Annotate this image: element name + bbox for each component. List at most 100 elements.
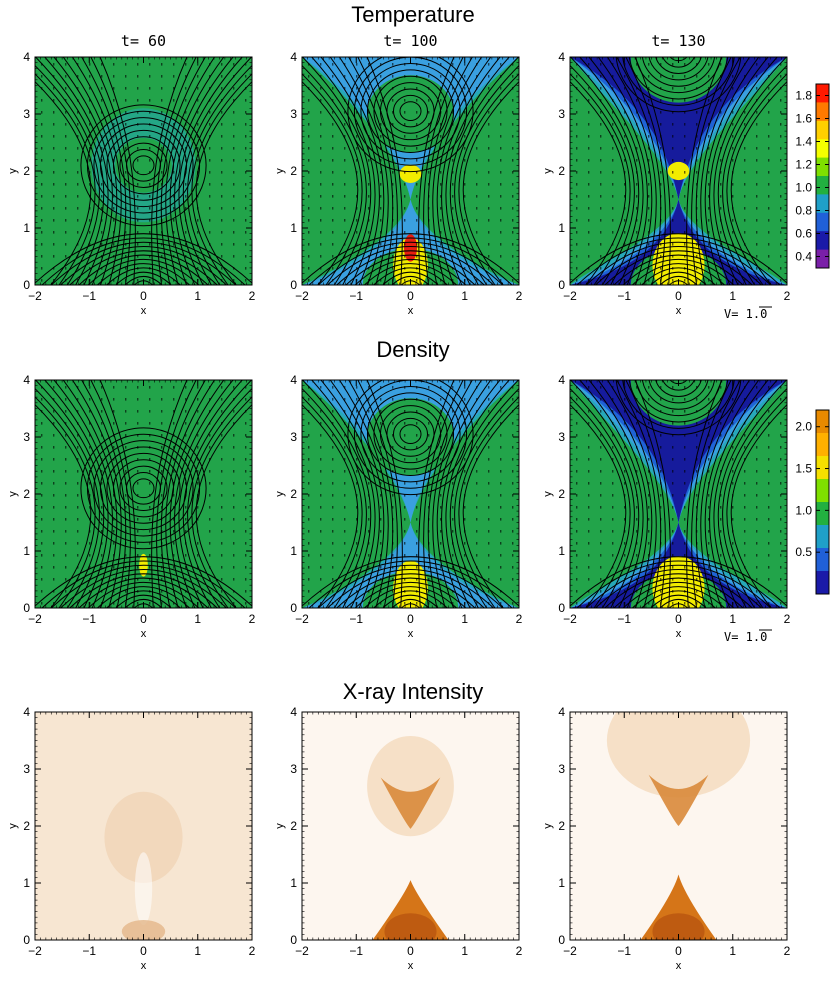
y-tick-label: 1 — [23, 544, 30, 558]
field-line — [195, 404, 252, 608]
velocity-arrow — [197, 75, 199, 78]
colorbar-1: 2.01.51.00.5 — [795, 409, 830, 595]
velocity-arrow — [149, 183, 151, 186]
velocity-arrow — [101, 87, 103, 90]
velocity-arrow — [344, 578, 346, 581]
velocity-arrow — [672, 554, 674, 557]
velocity-arrow — [368, 111, 370, 114]
velocity-arrow — [89, 207, 91, 210]
velocity-arrow — [488, 434, 490, 437]
velocity-arrow — [344, 147, 346, 150]
velocity-arrow — [732, 458, 734, 461]
velocity-arrow — [245, 267, 247, 270]
velocity-arrow — [101, 530, 103, 533]
velocity-arrow — [308, 506, 310, 509]
velocity-arrow — [380, 482, 382, 485]
velocity-arrow — [161, 554, 163, 557]
velocity-arrow — [708, 530, 710, 533]
velocity-arrow — [308, 171, 310, 174]
velocity-arrow — [672, 602, 674, 605]
velocity-arrow — [464, 458, 466, 461]
velocity-arrow — [77, 506, 79, 509]
velocity-arrow — [744, 99, 746, 102]
velocity-arrow — [512, 434, 514, 437]
velocity-arrow — [332, 255, 334, 258]
velocity-arrow — [660, 458, 662, 461]
velocity-arrow — [672, 566, 674, 569]
velocity-arrow — [624, 159, 626, 162]
colorbar-tick-label: 1.0 — [795, 181, 812, 195]
velocity-arrow — [332, 470, 334, 473]
velocity-arrow — [245, 159, 247, 162]
velocity-arrow — [161, 578, 163, 581]
velocity-arrow — [600, 159, 602, 162]
velocity-arrow — [464, 518, 466, 521]
y-axis-label: y — [274, 491, 286, 497]
velocity-arrow — [768, 267, 770, 270]
velocity-arrow — [197, 578, 199, 581]
field-line — [686, 380, 723, 608]
velocity-arrow — [428, 458, 430, 461]
velocity-arrow — [209, 255, 211, 258]
velocity-arrow — [392, 147, 394, 150]
velocity-arrow — [125, 422, 127, 425]
velocity-arrow — [512, 243, 514, 246]
velocity-arrow — [101, 279, 103, 282]
velocity-arrow — [648, 75, 650, 78]
field-line — [69, 573, 218, 608]
velocity-arrow — [696, 63, 698, 66]
velocity-arrow — [452, 231, 454, 234]
velocity-arrow — [221, 470, 223, 473]
velocity-arrow — [161, 494, 163, 497]
velocity-arrow — [332, 63, 334, 66]
velocity-arrow — [41, 219, 43, 222]
velocity-arrow — [512, 446, 514, 449]
velocity-arrow — [221, 111, 223, 114]
velocity-arrow — [732, 123, 734, 126]
velocity-arrow — [600, 482, 602, 485]
y-tick-label: 4 — [558, 50, 565, 64]
velocity-arrow — [488, 458, 490, 461]
velocity-arrow — [720, 183, 722, 186]
velocity-arrow — [696, 494, 698, 497]
velocity-arrow — [332, 267, 334, 270]
velocity-arrow — [233, 590, 235, 593]
x-axis-label: x — [676, 628, 682, 640]
colorbar-tick-label: 1.4 — [795, 135, 812, 149]
velocity-arrow — [245, 255, 247, 258]
velocity-arrow — [320, 279, 322, 282]
velocity-arrow — [648, 386, 650, 389]
velocity-arrow — [428, 386, 430, 389]
velocity-arrow — [380, 147, 382, 150]
velocity-arrow — [600, 554, 602, 557]
velocity-arrow — [404, 542, 406, 545]
velocity-arrow — [756, 267, 758, 270]
velocity-arrow — [488, 159, 490, 162]
velocity-arrow — [488, 386, 490, 389]
velocity-arrow — [464, 267, 466, 270]
velocity-arrow — [500, 267, 502, 270]
velocity-arrow — [344, 171, 346, 174]
field-line — [662, 380, 695, 391]
field-line — [360, 62, 461, 160]
velocity-arrow — [732, 63, 734, 66]
velocity-arrow — [137, 111, 139, 114]
velocity-arrow — [113, 255, 115, 258]
velocity-arrow — [756, 255, 758, 258]
field-line — [360, 385, 461, 483]
velocity-arrow — [332, 494, 334, 497]
velocity-arrow — [197, 470, 199, 473]
field-line — [436, 57, 492, 285]
velocity-arrow — [233, 75, 235, 78]
x-tick-label: 0 — [675, 944, 682, 958]
velocity-arrow — [696, 111, 698, 114]
time-label-1: t= 100 — [383, 32, 437, 50]
velocity-arrow — [500, 75, 502, 78]
field-line — [686, 57, 723, 285]
velocity-arrow — [440, 494, 442, 497]
velocity-arrow — [756, 446, 758, 449]
velocity-arrow — [125, 207, 127, 210]
velocity-arrow — [149, 255, 151, 258]
field-line — [632, 263, 725, 285]
velocity-arrow — [732, 255, 734, 258]
